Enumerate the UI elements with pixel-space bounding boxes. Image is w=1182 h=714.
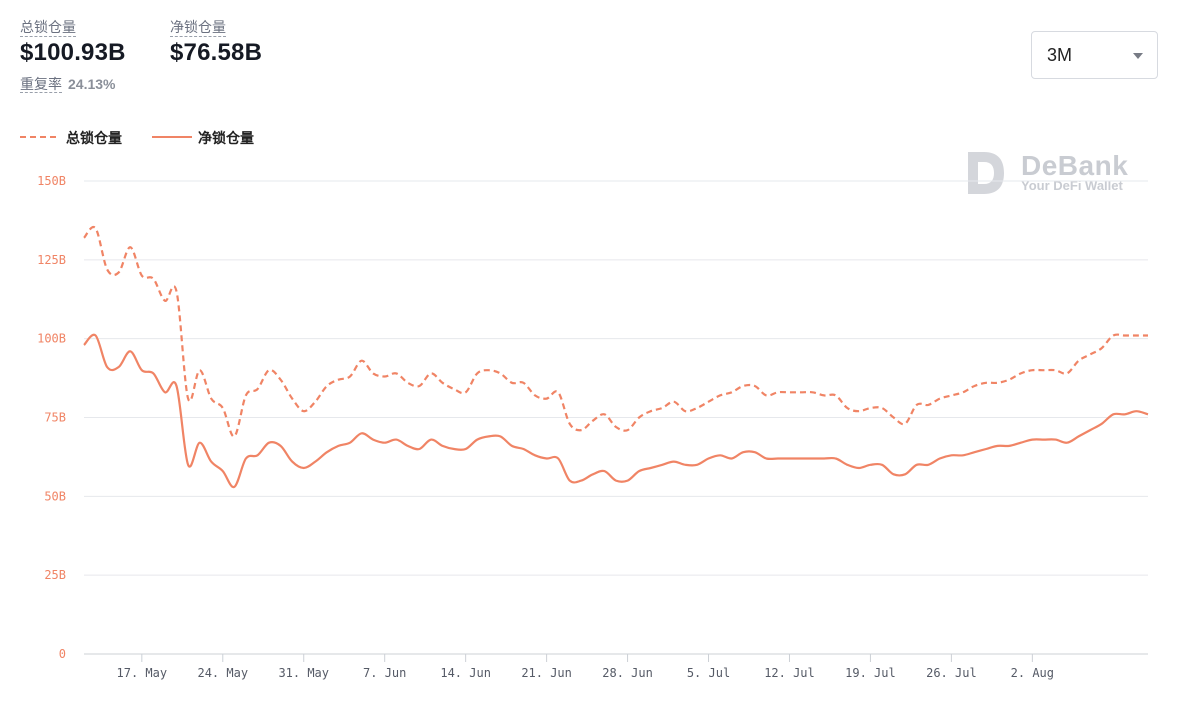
total-tvl-value: $100.93B bbox=[20, 39, 126, 66]
time-range-value: 3M bbox=[1047, 45, 1073, 65]
overlap-rate-value: 24.13% bbox=[68, 76, 116, 92]
overlap-rate-label: 重复率 bbox=[20, 76, 62, 93]
y-tick-label: 75B bbox=[44, 411, 66, 425]
net-tvl-value: $76.58B bbox=[170, 39, 263, 66]
net-tvl-stat: 净锁仓量 $76.58B bbox=[170, 18, 262, 67]
x-tick-label: 12. Jul bbox=[764, 666, 815, 680]
x-tick-label: 5. Jul bbox=[687, 666, 730, 680]
x-tick-label: 7. Jun bbox=[363, 666, 406, 680]
x-tick-label: 28. Jun bbox=[602, 666, 653, 680]
y-tick-label: 100B bbox=[37, 332, 66, 346]
series-line-total-tvl bbox=[83, 226, 1148, 438]
chevron-down-icon bbox=[1133, 53, 1143, 59]
net-tvl-label: 净锁仓量 bbox=[170, 19, 226, 37]
watermark-title: DeBank bbox=[1021, 150, 1129, 181]
y-tick-label: 50B bbox=[44, 489, 66, 503]
x-tick-label: 24. May bbox=[197, 666, 248, 680]
total-tvl-stat: 总锁仓量 $100.93B bbox=[20, 18, 126, 67]
solid-line-icon bbox=[152, 136, 192, 138]
y-tick-label: 25B bbox=[44, 568, 66, 582]
x-tick-label: 21. Jun bbox=[521, 666, 572, 680]
legend-label-net-tvl: 净锁仓量 bbox=[198, 130, 254, 146]
debank-logo-icon bbox=[968, 152, 1004, 194]
dashed-line-icon bbox=[20, 136, 60, 138]
legend-label-total-tvl: 总锁仓量 bbox=[66, 130, 122, 146]
watermark-subtitle: Your DeFi Wallet bbox=[1021, 178, 1123, 193]
y-tick-label: 0 bbox=[59, 647, 66, 661]
total-tvl-label: 总锁仓量 bbox=[20, 19, 76, 37]
y-tick-label: 150B bbox=[37, 174, 66, 188]
x-tick-label: 14. Jun bbox=[440, 666, 491, 680]
x-tick-label: 17. May bbox=[117, 666, 168, 680]
x-tick-label: 2. Aug bbox=[1011, 666, 1054, 680]
x-tick-label: 31. May bbox=[278, 666, 329, 680]
overlap-rate: 重复率 24.13% bbox=[20, 74, 115, 94]
y-tick-label: 125B bbox=[37, 253, 66, 267]
time-range-select[interactable]: 3M bbox=[1031, 31, 1158, 79]
x-tick-label: 26. Jul bbox=[926, 666, 977, 680]
series-line-net-tvl bbox=[83, 333, 1149, 489]
debank-watermark: DeBank Your DeFi Wallet bbox=[964, 150, 1128, 201]
x-tick-label: 19. Jul bbox=[845, 666, 896, 680]
